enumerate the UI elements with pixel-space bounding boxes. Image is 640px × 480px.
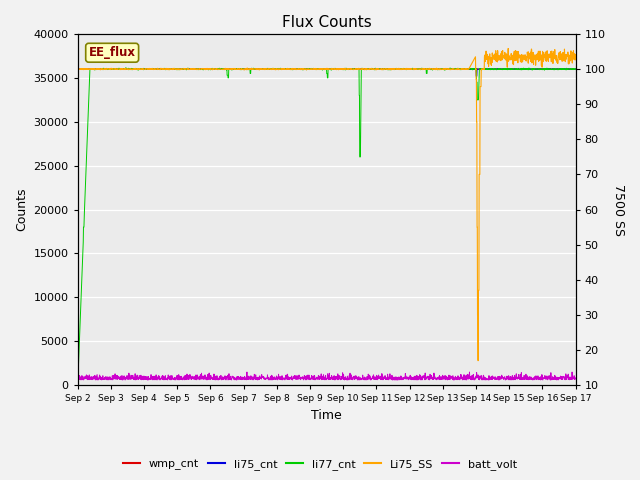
Y-axis label: Counts: Counts [15, 188, 28, 231]
Title: Flux Counts: Flux Counts [282, 15, 371, 30]
Text: EE_flux: EE_flux [89, 46, 136, 59]
Y-axis label: 7500 SS: 7500 SS [612, 183, 625, 236]
Legend: wmp_cnt, li75_cnt, li77_cnt, Li75_SS, batt_volt: wmp_cnt, li75_cnt, li77_cnt, Li75_SS, ba… [119, 455, 521, 474]
X-axis label: Time: Time [311, 409, 342, 422]
